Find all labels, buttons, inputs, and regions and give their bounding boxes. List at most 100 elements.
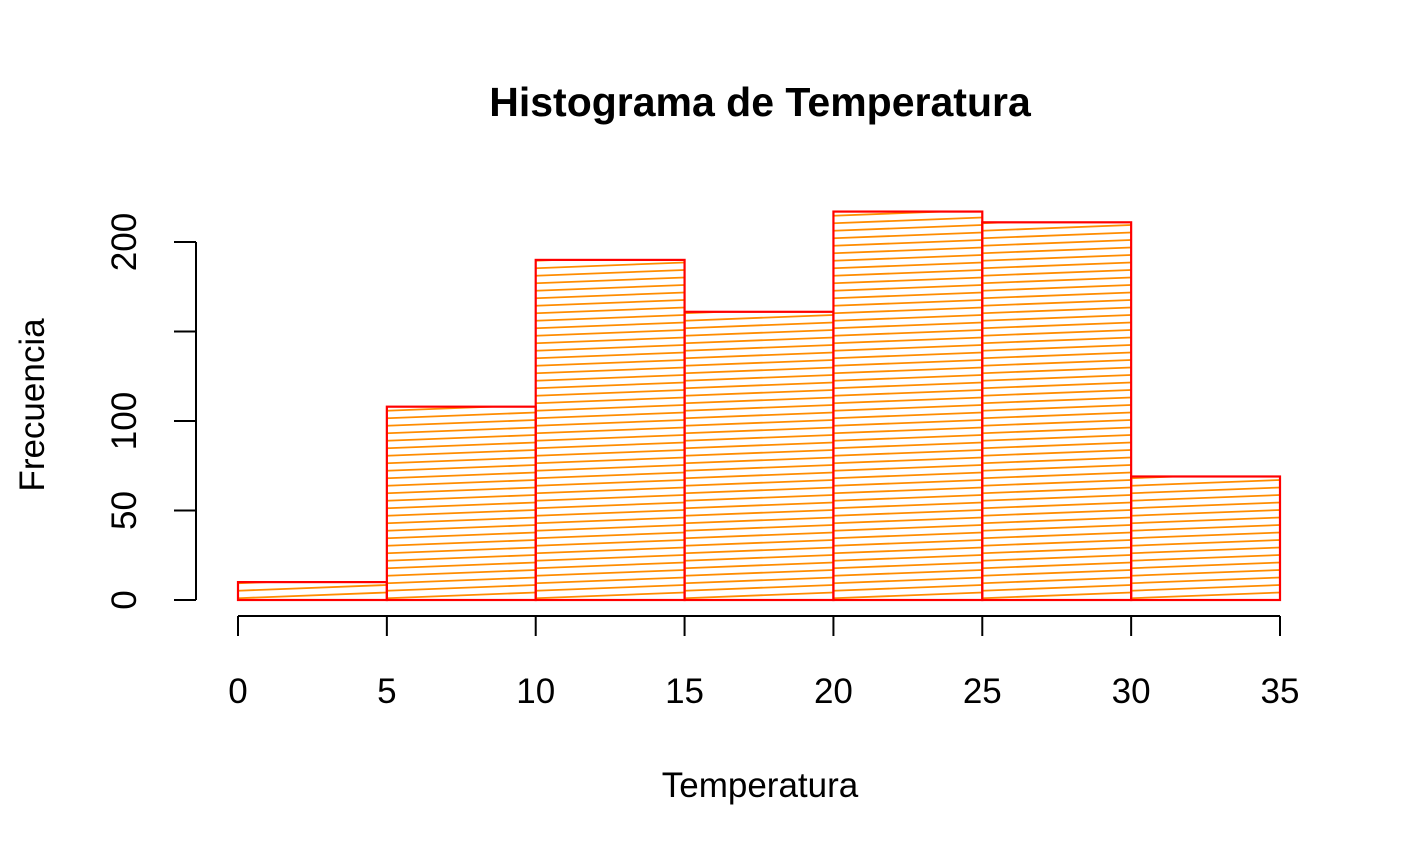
histogram-bar — [385, 405, 537, 602]
hatch-line — [535, 261, 685, 270]
hatch-line — [1131, 554, 1280, 562]
hatch-line — [1131, 465, 1280, 471]
hatch-line — [982, 434, 1132, 442]
hatch-line — [982, 336, 1132, 345]
hatch-line — [684, 584, 834, 592]
hatch-line — [386, 554, 536, 562]
hatch-line — [535, 471, 685, 480]
histogram-bar — [1130, 465, 1282, 602]
hatch-line — [833, 479, 983, 487]
hatch-line — [684, 374, 834, 382]
hatch-line — [833, 374, 983, 382]
hatch-line — [833, 584, 983, 592]
hatch-line — [833, 554, 983, 562]
hatch-line — [833, 351, 983, 360]
hatch-line — [982, 254, 1132, 262]
hatch-line — [982, 299, 1132, 307]
hatch-line — [684, 479, 834, 487]
hatch-line — [982, 396, 1132, 405]
hatch-line — [982, 276, 1132, 285]
hatch-line — [982, 284, 1132, 292]
hatch-line — [833, 411, 983, 420]
hatch-line — [535, 479, 685, 487]
hatch-line — [1131, 584, 1280, 592]
hatch-line — [833, 299, 983, 307]
histogram-bar — [683, 300, 835, 602]
bar-hatching — [535, 248, 685, 600]
hatch-line — [535, 359, 685, 367]
hatch-line — [982, 246, 1132, 255]
hatch-line — [982, 224, 1132, 232]
hatch-line — [833, 419, 983, 427]
hatch-line — [386, 494, 536, 502]
hatch-line — [535, 329, 685, 337]
hatch-line — [386, 411, 536, 420]
x-tick-label: 5 — [377, 672, 396, 711]
hatch-line — [684, 419, 834, 427]
hatch-line — [833, 441, 983, 450]
hatch-line — [982, 441, 1132, 450]
hatch-line — [535, 449, 685, 457]
hatch-line — [833, 321, 983, 330]
hatch-line — [1131, 501, 1280, 510]
histogram-bar — [981, 221, 1133, 602]
hatch-line — [1131, 561, 1280, 570]
hatch-line — [982, 561, 1132, 570]
hatch-line — [386, 591, 536, 600]
histogram-bar — [832, 210, 984, 602]
hatch-line — [386, 531, 536, 540]
y-tick-label: 200 — [105, 213, 144, 271]
hatch-line — [1131, 494, 1280, 502]
hatch-line — [684, 561, 834, 570]
hatch-line — [833, 216, 983, 225]
hatch-line — [982, 531, 1132, 540]
x-tick-label: 0 — [228, 672, 247, 711]
hatch-line — [684, 539, 834, 547]
hatch-line — [982, 404, 1132, 412]
x-tick-label: 35 — [1261, 672, 1300, 711]
hatch-line — [982, 411, 1132, 420]
hatch-line — [535, 546, 685, 555]
hatch-line — [386, 449, 536, 457]
hatch-line — [684, 411, 834, 420]
hatch-line — [982, 419, 1132, 427]
hatch-line — [386, 516, 536, 525]
hatch-line — [684, 509, 834, 517]
hatch-line — [685, 300, 834, 306]
hatch-line — [386, 406, 516, 412]
hatch-line — [982, 546, 1132, 555]
hatch-line — [982, 464, 1132, 472]
hatch-line — [684, 359, 834, 367]
hatch-line — [684, 344, 834, 352]
hatch-line — [833, 276, 983, 285]
chart-title: Histograma de Temperatura — [489, 79, 1032, 125]
y-tick-label: 0 — [105, 590, 144, 609]
hatch-line — [536, 248, 685, 254]
hatch-line — [982, 239, 1132, 247]
hatch-line — [833, 509, 983, 517]
bar-hatching — [684, 300, 834, 600]
hatch-line — [684, 314, 834, 322]
hatch-line — [535, 276, 685, 285]
hatch-line — [833, 261, 983, 270]
x-axis-label: Temperatura — [662, 766, 859, 805]
x-tick-label: 30 — [1112, 672, 1151, 711]
hatch-line — [386, 576, 536, 585]
hatch-line — [684, 576, 834, 585]
hatch-line — [535, 381, 685, 390]
hatch-line — [535, 501, 685, 510]
hatch-line — [833, 449, 983, 457]
hatch-line — [238, 584, 387, 592]
hatch-line — [535, 389, 685, 397]
hatch-line — [535, 554, 685, 562]
hatch-line — [833, 396, 983, 405]
hatch-line — [386, 539, 536, 547]
histogram-bar — [236, 580, 388, 602]
hatch-line — [982, 471, 1132, 480]
hatch-line — [982, 366, 1132, 375]
hatch-line — [535, 456, 685, 465]
hatch-line — [982, 509, 1132, 517]
hatch-line — [386, 419, 536, 427]
hatch-line — [982, 389, 1132, 397]
hatch-line — [833, 434, 983, 442]
